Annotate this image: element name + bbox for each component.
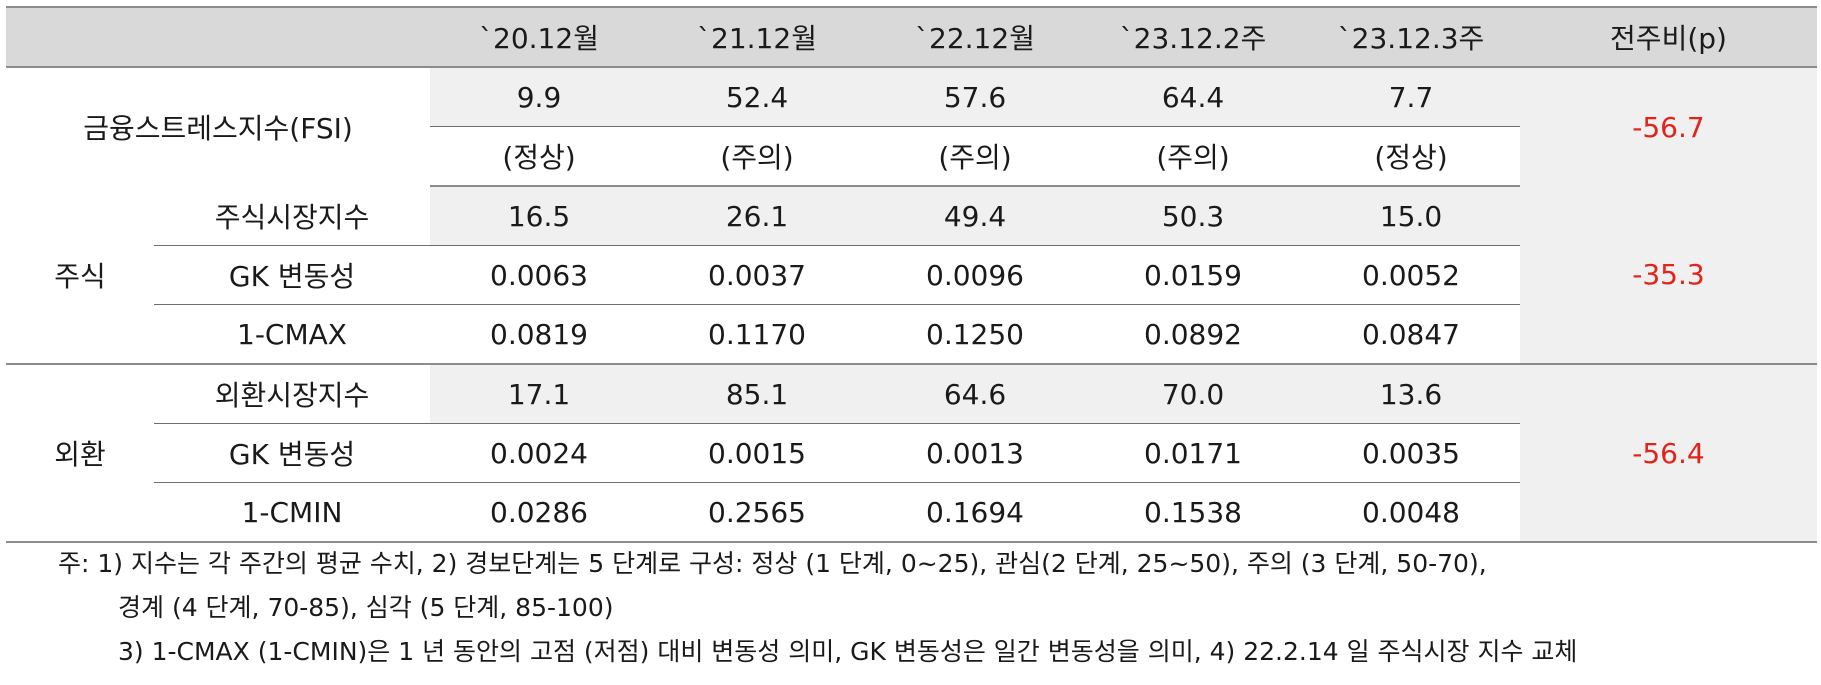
fsi-table: `20.12월 `21.12월 `22.12월 `23.12.2주 `23.12…: [6, 6, 1817, 543]
header-col-4: `23.12.2주: [1084, 6, 1302, 68]
fsi-change: -56.7: [1520, 67, 1817, 186]
fx-value: 70.0: [1084, 364, 1302, 424]
stock-value: 0.0037: [648, 245, 866, 305]
stock-value: 15.0: [1302, 186, 1520, 246]
footnotes: 주: 1) 지수는 각 주간의 평균 수치, 2) 경보단계는 5 단계로 구성…: [58, 542, 1577, 674]
fx-value: 13.6: [1302, 364, 1520, 424]
fx-row-2: GK 변동성 0.0024 0.0015 0.0013 0.0171 0.003…: [6, 423, 1817, 483]
stock-value: 0.1170: [648, 304, 866, 365]
footnote-line-3: 3) 1-CMAX (1-CMIN)은 1 년 동안의 고점 (저점) 대비 변…: [118, 637, 1578, 666]
fx-value: 17.1: [430, 364, 648, 424]
fx-row-label: GK 변동성: [154, 423, 430, 483]
fx-value: 0.1538: [1084, 482, 1302, 543]
fsi-value: 7.7: [1302, 67, 1520, 127]
fsi-value: 9.9: [430, 67, 648, 127]
header-col-2: `21.12월: [648, 6, 866, 68]
fx-value: 0.0035: [1302, 423, 1520, 483]
fx-change: -56.4: [1520, 364, 1817, 543]
stock-row-label: GK 변동성: [154, 245, 430, 305]
fx-value: 64.6: [866, 364, 1084, 424]
header-blank: [6, 6, 430, 68]
stock-value: 49.4: [866, 186, 1084, 246]
stock-value: 0.1250: [866, 304, 1084, 365]
header-change: 전주비(p): [1520, 6, 1817, 68]
fsi-value: 52.4: [648, 67, 866, 127]
fx-row-1: 외환 외환시장지수 17.1 85.1 64.6 70.0 13.6 -56.4: [6, 364, 1817, 543]
fsi-value-row: 금융스트레스지수(FSI) 9.9 52.4 57.6 64.4 7.7 -56…: [6, 67, 1817, 186]
fx-value: 0.0015: [648, 423, 866, 483]
stock-value: 0.0159: [1084, 245, 1302, 305]
stock-group-label: 주식: [6, 186, 154, 365]
fsi-label: 금융스트레스지수(FSI): [83, 112, 353, 145]
stock-value: 0.0847: [1302, 304, 1520, 365]
fx-value: 0.0171: [1084, 423, 1302, 483]
fx-row-3: 1-CMIN 0.0286 0.2565 0.1694 0.1538 0.004…: [6, 482, 1817, 543]
stock-value: 50.3: [1084, 186, 1302, 246]
header-col-3: `22.12월: [866, 6, 1084, 68]
stock-value: 0.0096: [866, 245, 1084, 305]
fx-value: 0.1694: [866, 482, 1084, 543]
fx-value: 0.0286: [430, 482, 648, 543]
stock-value: 0.0892: [1084, 304, 1302, 365]
stock-value: 0.0063: [430, 245, 648, 305]
fsi-status: (주의): [1084, 126, 1302, 187]
stock-value: 26.1: [648, 186, 866, 246]
stock-value: 16.5: [430, 186, 648, 246]
header-col-5: `23.12.3주: [1302, 6, 1520, 68]
fsi-status-row: (정상) (주의) (주의) (주의) (정상): [6, 126, 1817, 187]
fx-value: 0.0013: [866, 423, 1084, 483]
fsi-status: (정상): [1302, 126, 1520, 187]
header-row: `20.12월 `21.12월 `22.12월 `23.12.2주 `23.12…: [6, 6, 1817, 68]
fsi-status: (정상): [430, 126, 648, 187]
stock-row-3: 1-CMAX 0.0819 0.1170 0.1250 0.0892 0.084…: [6, 304, 1817, 365]
fx-value: 0.0024: [430, 423, 648, 483]
stock-value: 0.0052: [1302, 245, 1520, 305]
footnote-line-2: 경계 (4 단계, 70-85), 심각 (5 단계, 85-100): [118, 593, 614, 622]
fx-value: 85.1: [648, 364, 866, 424]
fsi-status: (주의): [648, 126, 866, 187]
fsi-value: 57.6: [866, 67, 1084, 127]
fsi-value: 64.4: [1084, 67, 1302, 127]
fx-row-label: 외환시장지수: [154, 364, 430, 424]
stock-row-2: GK 변동성 0.0063 0.0037 0.0096 0.0159 0.005…: [6, 245, 1817, 305]
fx-group-label: 외환: [6, 364, 154, 543]
footnote-line-1: 주: 1) 지수는 각 주간의 평균 수치, 2) 경보단계는 5 단계로 구성…: [58, 549, 1487, 578]
fx-row-label: 1-CMIN: [154, 482, 430, 543]
stock-value: 0.0819: [430, 304, 648, 365]
stock-row-label: 주식시장지수: [154, 186, 430, 246]
fsi-status: (주의): [866, 126, 1084, 187]
stock-row-label: 1-CMAX: [154, 304, 430, 365]
stock-change: -35.3: [1520, 186, 1817, 365]
header-col-1: `20.12월: [430, 6, 648, 68]
stock-row-1: 주식 주식시장지수 16.5 26.1 49.4 50.3 15.0 -35.3: [6, 186, 1817, 365]
fx-value: 0.2565: [648, 482, 866, 543]
fx-value: 0.0048: [1302, 482, 1520, 543]
